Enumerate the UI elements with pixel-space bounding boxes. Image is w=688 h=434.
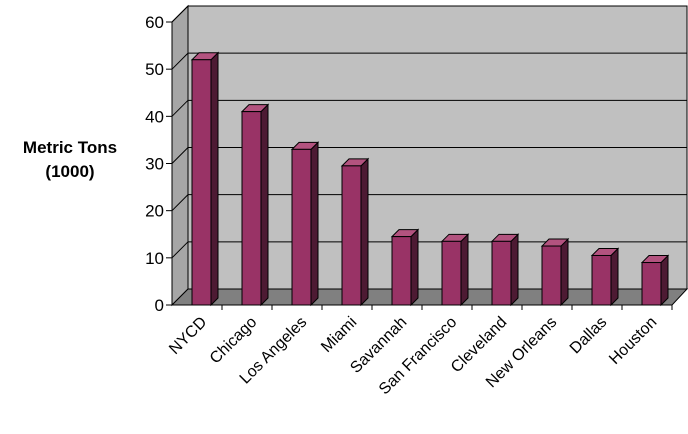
y-tick-label: 30 [145, 155, 164, 174]
bar-front [491, 240, 512, 306]
bar-dallas [590, 247, 620, 307]
bar-houston [640, 254, 670, 307]
gridline [171, 5, 687, 23]
bar-front [441, 240, 462, 306]
bar-san-francisco [440, 233, 470, 307]
gridline [171, 147, 687, 164]
bar-front [591, 254, 612, 306]
gridline [171, 99, 687, 117]
bar-front [541, 245, 562, 306]
x-tick-label: NYCD [166, 314, 210, 358]
y-tick-label: 50 [145, 60, 164, 79]
gridline [171, 52, 687, 70]
bar-nycd [190, 51, 220, 307]
y-tick-label: 10 [145, 249, 164, 268]
bar-front [341, 165, 362, 306]
y-tick-label: 20 [145, 202, 164, 221]
bar-side [660, 254, 669, 307]
bar-chicago [240, 103, 270, 307]
y-tick-label: 0 [155, 296, 164, 315]
x-tick-label: Miami [318, 314, 360, 356]
bar-side [360, 157, 369, 307]
bar-savannah [390, 228, 420, 307]
bar-front [241, 111, 262, 306]
gridline [171, 194, 687, 212]
bar-side [310, 141, 319, 307]
y-axis-title: Metric Tons (1000) [0, 136, 140, 184]
bar-cleveland [490, 233, 520, 307]
bar-side [610, 247, 619, 307]
bar-side [460, 233, 469, 307]
y-axis-title-line-1: Metric Tons [22, 138, 118, 157]
bar-side [210, 51, 219, 307]
bar-side [260, 103, 269, 307]
bar-front [291, 148, 312, 306]
bar-front [391, 236, 412, 306]
bar-los-angeles [290, 141, 320, 307]
bar-side [410, 228, 419, 307]
bar-front [191, 59, 212, 306]
y-tick-label: 60 [145, 13, 164, 32]
x-tick-label: Dallas [567, 314, 610, 357]
gridline [171, 241, 687, 259]
x-tick-label: Houston [606, 314, 660, 368]
bar-side [560, 237, 569, 307]
y-tick-label: 40 [145, 107, 164, 126]
y-axis-title-line-2: (1000) [45, 162, 95, 181]
bar-miami [340, 157, 370, 307]
bar-front [641, 262, 662, 306]
bar-new-orleans [540, 237, 570, 307]
bar-side [510, 233, 519, 307]
